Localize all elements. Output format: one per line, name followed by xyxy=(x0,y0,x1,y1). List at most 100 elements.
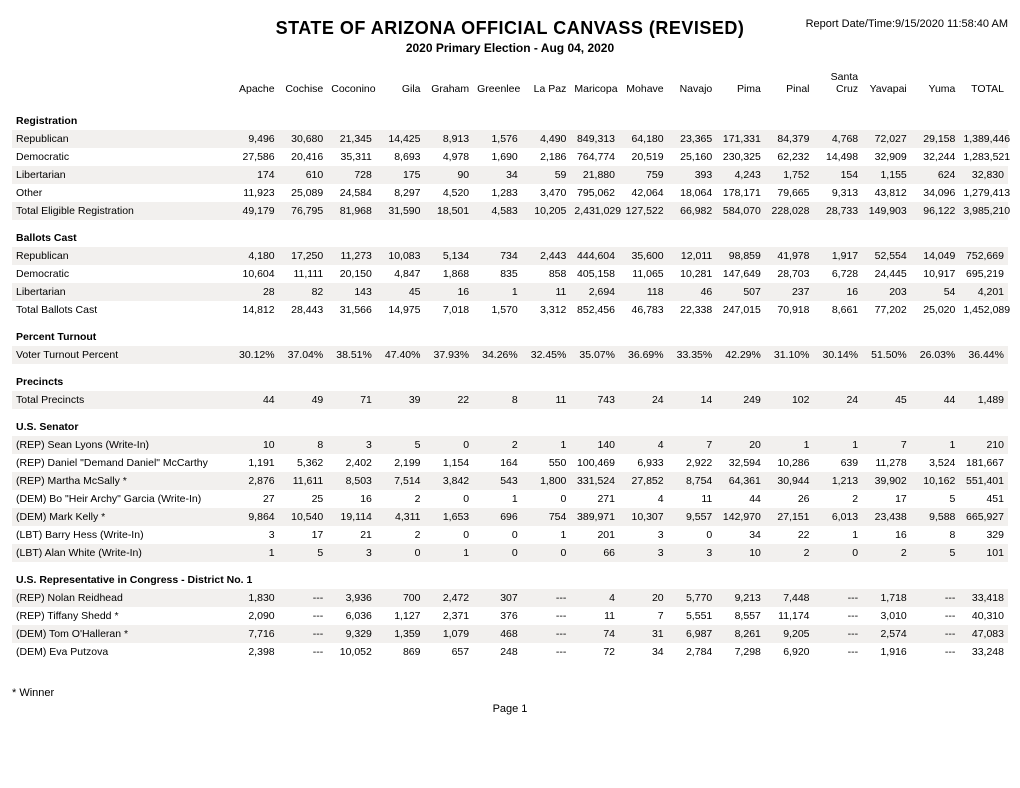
data-cell: 1 xyxy=(425,544,474,562)
section-header-row: Percent Turnout xyxy=(12,319,1008,346)
data-cell: 201 xyxy=(570,526,619,544)
data-cell: 7,716 xyxy=(230,625,279,643)
data-cell: 468 xyxy=(473,625,522,643)
data-cell: 72 xyxy=(570,643,619,661)
data-cell: 2 xyxy=(862,544,911,562)
data-cell: 11 xyxy=(522,391,571,409)
data-cell: 9,588 xyxy=(911,508,960,526)
data-cell: 4 xyxy=(619,436,668,454)
blank-header xyxy=(12,69,230,103)
section-title: Ballots Cast xyxy=(12,220,1008,247)
data-cell: 38.51% xyxy=(327,346,376,364)
data-cell: 49 xyxy=(279,391,328,409)
data-cell: 14,049 xyxy=(911,247,960,265)
data-cell: 51.50% xyxy=(862,346,911,364)
winner-note: * Winner xyxy=(12,687,1008,699)
table-row: Libertarian288214345161112,6941184650723… xyxy=(12,283,1008,301)
data-cell: 5,134 xyxy=(425,247,474,265)
data-cell: 1,576 xyxy=(473,130,522,148)
section-header-row: U.S. Senator xyxy=(12,409,1008,436)
data-cell: 10,083 xyxy=(376,247,425,265)
data-cell: 8,557 xyxy=(716,607,765,625)
data-cell: 2,443 xyxy=(522,247,571,265)
data-cell: 6,036 xyxy=(327,607,376,625)
data-cell: 7,298 xyxy=(716,643,765,661)
table-row: (LBT) Barry Hess (Write-In)3172120012013… xyxy=(12,526,1008,544)
row-label: Other xyxy=(12,184,230,202)
data-cell: 2 xyxy=(814,490,863,508)
data-cell: 849,313 xyxy=(570,130,619,148)
data-cell: 37.93% xyxy=(425,346,474,364)
row-label: Republican xyxy=(12,130,230,148)
row-label: Total Precincts xyxy=(12,391,230,409)
county-header-cell: Yuma xyxy=(911,69,960,103)
data-cell: 25,020 xyxy=(911,301,960,319)
data-cell: 1,800 xyxy=(522,472,571,490)
data-cell: 29,158 xyxy=(911,130,960,148)
data-cell: 1,570 xyxy=(473,301,522,319)
county-header-cell: SantaCruz xyxy=(814,69,863,103)
county-header-cell: Yavapai xyxy=(862,69,911,103)
data-cell: 10,281 xyxy=(668,265,717,283)
data-cell: 4 xyxy=(570,589,619,607)
data-cell: 64,361 xyxy=(716,472,765,490)
data-cell: 8 xyxy=(911,526,960,544)
data-cell: 18,501 xyxy=(425,202,474,220)
data-cell: 10 xyxy=(716,544,765,562)
data-cell: 835 xyxy=(473,265,522,283)
data-cell: 2,371 xyxy=(425,607,474,625)
data-cell: 1,718 xyxy=(862,589,911,607)
data-cell: 1,868 xyxy=(425,265,474,283)
data-cell: 11,278 xyxy=(862,454,911,472)
data-cell: 171,331 xyxy=(716,130,765,148)
data-cell: 3 xyxy=(619,526,668,544)
data-cell: 551,401 xyxy=(959,472,1008,490)
data-cell: 1,389,446 xyxy=(959,130,1008,148)
data-cell: 2,090 xyxy=(230,607,279,625)
data-cell: 22 xyxy=(425,391,474,409)
data-cell: 143 xyxy=(327,283,376,301)
data-cell: 35,311 xyxy=(327,148,376,166)
data-cell: 10,604 xyxy=(230,265,279,283)
data-cell: 16 xyxy=(425,283,474,301)
data-cell: 10 xyxy=(230,436,279,454)
data-cell: 8,261 xyxy=(716,625,765,643)
data-cell: 1 xyxy=(522,526,571,544)
data-cell: 1,191 xyxy=(230,454,279,472)
data-cell: 32,594 xyxy=(716,454,765,472)
data-cell: 3,010 xyxy=(862,607,911,625)
data-cell: 11,611 xyxy=(279,472,328,490)
data-cell: 35.07% xyxy=(570,346,619,364)
county-header-cell: Apache xyxy=(230,69,279,103)
data-cell: 70,918 xyxy=(765,301,814,319)
data-cell: --- xyxy=(522,589,571,607)
data-cell: 271 xyxy=(570,490,619,508)
data-cell: 24,584 xyxy=(327,184,376,202)
data-cell: 39 xyxy=(376,391,425,409)
data-cell: 0 xyxy=(425,436,474,454)
data-cell: 376 xyxy=(473,607,522,625)
data-cell: 2,922 xyxy=(668,454,717,472)
table-row: (REP) Sean Lyons (Write-In)1083502114047… xyxy=(12,436,1008,454)
data-cell: 7 xyxy=(619,607,668,625)
data-cell: 10,286 xyxy=(765,454,814,472)
data-cell: 0 xyxy=(425,526,474,544)
data-cell: 28,703 xyxy=(765,265,814,283)
data-cell: 142,970 xyxy=(716,508,765,526)
data-cell: 11,273 xyxy=(327,247,376,265)
data-cell: 695,219 xyxy=(959,265,1008,283)
data-cell: 2,694 xyxy=(570,283,619,301)
data-cell: 25,089 xyxy=(279,184,328,202)
data-cell: 1,690 xyxy=(473,148,522,166)
data-cell: 44 xyxy=(911,391,960,409)
data-cell: 8,297 xyxy=(376,184,425,202)
data-cell: 30.12% xyxy=(230,346,279,364)
county-header-cell: Cochise xyxy=(279,69,328,103)
data-cell: 18,064 xyxy=(668,184,717,202)
data-cell: 1,752 xyxy=(765,166,814,184)
county-header-cell: Maricopa xyxy=(570,69,619,103)
data-cell: 657 xyxy=(425,643,474,661)
data-cell: 44 xyxy=(230,391,279,409)
data-cell: 10,205 xyxy=(522,202,571,220)
data-cell: 14,498 xyxy=(814,148,863,166)
